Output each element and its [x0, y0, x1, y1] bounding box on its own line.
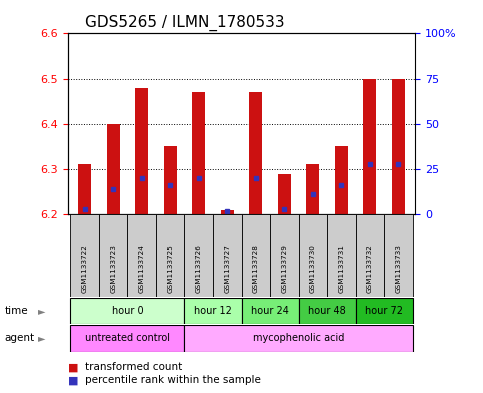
Text: GSM1133728: GSM1133728 — [253, 244, 259, 292]
Text: GSM1133731: GSM1133731 — [338, 244, 344, 292]
Text: ►: ► — [38, 333, 46, 343]
Text: GSM1133729: GSM1133729 — [281, 244, 287, 292]
Text: ■: ■ — [68, 362, 78, 373]
Bar — [78, 165, 91, 214]
Bar — [335, 147, 348, 214]
Text: GSM1133732: GSM1133732 — [367, 244, 373, 292]
Text: ■: ■ — [68, 375, 78, 386]
Bar — [306, 165, 319, 214]
Bar — [185, 214, 213, 297]
Bar — [242, 214, 270, 297]
Text: hour 72: hour 72 — [365, 306, 403, 316]
Text: hour 12: hour 12 — [194, 306, 232, 316]
Bar — [355, 214, 384, 297]
Bar — [327, 214, 355, 297]
Bar — [164, 147, 177, 214]
Bar — [278, 174, 291, 214]
Bar — [185, 298, 242, 324]
Bar — [249, 92, 262, 214]
Text: mycophenolic acid: mycophenolic acid — [253, 333, 344, 343]
Text: untreated control: untreated control — [85, 333, 170, 343]
Bar — [107, 124, 120, 214]
Text: agent: agent — [5, 333, 35, 343]
Bar — [355, 298, 412, 324]
Bar — [135, 88, 148, 214]
Text: GSM1133733: GSM1133733 — [395, 244, 401, 292]
Bar — [213, 214, 242, 297]
Text: hour 24: hour 24 — [251, 306, 289, 316]
Bar — [298, 298, 355, 324]
Text: percentile rank within the sample: percentile rank within the sample — [85, 375, 260, 386]
Bar — [363, 79, 376, 214]
Bar — [221, 210, 234, 214]
Bar — [71, 325, 185, 352]
Bar — [71, 214, 99, 297]
Text: GSM1133723: GSM1133723 — [110, 244, 116, 292]
Bar — [128, 214, 156, 297]
Text: ►: ► — [38, 306, 46, 316]
Bar — [270, 214, 298, 297]
Bar — [242, 298, 298, 324]
Text: GDS5265 / ILMN_1780533: GDS5265 / ILMN_1780533 — [85, 15, 284, 31]
Text: GSM1133722: GSM1133722 — [82, 244, 88, 292]
Bar — [392, 79, 405, 214]
Text: GSM1133725: GSM1133725 — [167, 244, 173, 292]
Text: GSM1133730: GSM1133730 — [310, 244, 316, 292]
Text: transformed count: transformed count — [85, 362, 182, 373]
Bar — [185, 325, 412, 352]
Bar — [298, 214, 327, 297]
Text: hour 48: hour 48 — [308, 306, 346, 316]
Text: GSM1133724: GSM1133724 — [139, 244, 145, 292]
Text: time: time — [5, 306, 28, 316]
Bar — [99, 214, 128, 297]
Bar — [156, 214, 185, 297]
Bar — [384, 214, 412, 297]
Text: GSM1133726: GSM1133726 — [196, 244, 202, 292]
Text: hour 0: hour 0 — [112, 306, 143, 316]
Text: GSM1133727: GSM1133727 — [224, 244, 230, 292]
Bar — [192, 92, 205, 214]
Bar — [71, 298, 185, 324]
